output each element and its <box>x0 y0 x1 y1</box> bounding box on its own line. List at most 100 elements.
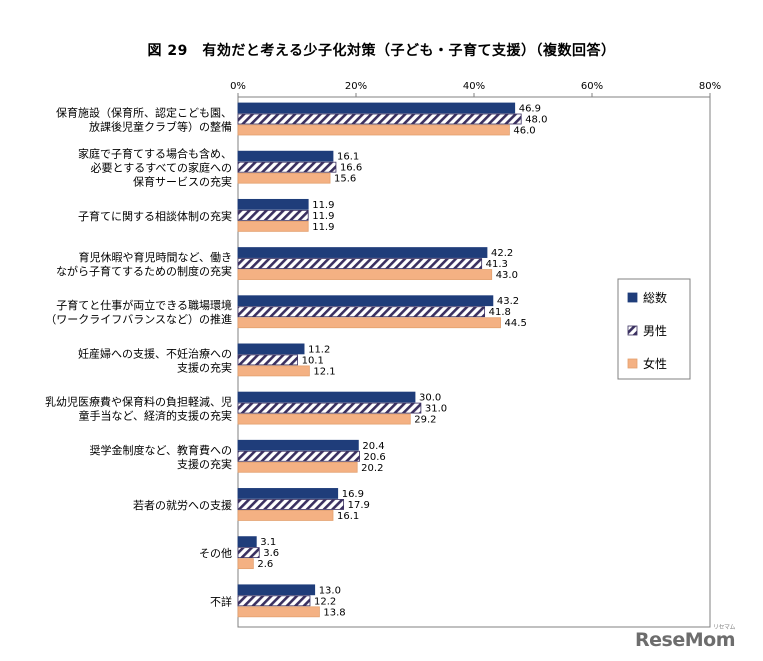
bar-女性 <box>237 606 320 618</box>
legend-label: 女性 <box>643 356 667 371</box>
category-label-line: 支援の充実 <box>177 457 232 471</box>
bar-女性 <box>237 220 309 232</box>
bar-女性 <box>237 413 411 425</box>
category-label-line: 奨学金制度など、教育費への <box>90 443 232 457</box>
watermark-text: ReseMom <box>635 629 735 651</box>
bar-男性 <box>237 306 486 318</box>
bar-男性 <box>237 595 311 607</box>
category-label-line: （ワークライフバランスなど）の推進 <box>45 312 232 326</box>
data-label: 20.6 <box>364 452 386 463</box>
category-label-line: 子育てに関する相談体制の充実 <box>78 209 232 223</box>
category-label-line: 保育サービスの充実 <box>133 175 232 189</box>
bar-男性 <box>237 354 298 366</box>
x-tick-label: 40% <box>463 81 485 92</box>
category-label: 保育施設（保育所、認定こども園、放課後児童クラブ等）の整備 <box>56 106 232 134</box>
bar-男性 <box>237 113 522 125</box>
data-label: 3.6 <box>263 548 279 559</box>
category-label-line: 童手当など、経済的支援の充実 <box>79 409 232 423</box>
bar-総数 <box>237 102 516 114</box>
x-tick-label: 60% <box>581 81 603 92</box>
watermark-subtext: リセマム <box>712 624 736 631</box>
bar-総数 <box>237 584 316 596</box>
legend-swatch-総数 <box>627 292 638 303</box>
bar-女性 <box>237 124 510 136</box>
x-tick-label: 80% <box>699 81 721 92</box>
data-label: 16.6 <box>340 163 362 174</box>
category-label-line: 不詳 <box>210 594 232 608</box>
bar-男性 <box>237 499 345 510</box>
bar-総数 <box>237 343 305 355</box>
data-label: 13.8 <box>323 607 345 618</box>
data-label: 11.9 <box>312 222 334 233</box>
watermark-logo: ReseMom リセマム <box>635 624 735 651</box>
data-label: 12.2 <box>314 596 336 607</box>
bar-総数 <box>237 536 257 548</box>
data-label: 16.1 <box>337 152 359 163</box>
data-label: 46.9 <box>519 104 541 115</box>
category-label-line: 乳幼児医療費や保育料の負担軽減、児 <box>45 395 232 409</box>
bar-総数 <box>237 295 494 307</box>
data-label: 11.9 <box>312 211 334 222</box>
data-label: 44.5 <box>505 318 527 329</box>
data-label: 12.1 <box>313 366 335 377</box>
data-label: 13.0 <box>319 585 341 596</box>
bar-女性 <box>237 365 310 377</box>
data-label: 46.0 <box>513 126 535 137</box>
bar-男性 <box>237 209 309 221</box>
x-tick-label: 0% <box>230 81 246 92</box>
bar-男性 <box>237 161 337 173</box>
data-label: 43.0 <box>496 270 518 281</box>
data-label: 20.4 <box>362 441 384 452</box>
bar-女性 <box>237 269 493 280</box>
category-label-line: 若者の就労への支援 <box>133 498 232 512</box>
bar-男性 <box>237 450 360 462</box>
data-label: 3.1 <box>260 537 276 548</box>
data-label: 20.2 <box>361 463 383 474</box>
data-label: 42.2 <box>491 248 513 259</box>
legend-swatch-男性 <box>627 325 638 336</box>
data-label: 11.2 <box>308 344 330 355</box>
data-label: 11.9 <box>312 200 334 211</box>
data-label: 31.0 <box>425 404 447 415</box>
x-tick-label: 20% <box>345 81 367 92</box>
chart-title: 図 29 有効だと考える少子化対策（子ども・子育て支援）（複数回答） <box>147 43 616 59</box>
data-label: 30.0 <box>419 393 441 404</box>
bar-総数 <box>237 150 334 162</box>
category-label: 不詳 <box>210 594 232 608</box>
data-label: 43.2 <box>497 296 519 307</box>
bar-男性 <box>237 258 483 269</box>
data-label: 29.2 <box>414 415 436 426</box>
bar-総数 <box>237 247 488 258</box>
category-label-line: その他 <box>199 547 232 560</box>
bar-総数 <box>237 198 309 210</box>
data-label: 15.6 <box>334 174 356 185</box>
data-label: 17.9 <box>348 500 370 511</box>
legend-label: 総数 <box>643 290 667 305</box>
bar-女性 <box>237 461 358 473</box>
bar-総数 <box>237 439 359 451</box>
category-label-line: ながら子育てするための制度の充実 <box>56 264 232 278</box>
category-label: 子育てに関する相談体制の充実 <box>78 209 232 223</box>
bar-男性 <box>237 547 260 559</box>
data-label: 16.1 <box>337 511 359 522</box>
bar-女性 <box>237 558 254 570</box>
category-label-line: 妊産婦への支援、不妊治療への <box>78 346 232 360</box>
data-label: 41.8 <box>489 307 511 318</box>
data-label: 48.0 <box>525 115 547 126</box>
bar-女性 <box>237 172 331 184</box>
category-label: 若者の就労への支援 <box>133 498 232 512</box>
category-label-line: 支援の充実 <box>177 360 232 374</box>
bar-男性 <box>237 402 422 414</box>
category-label-line: 育児休暇や育児時間など、働き <box>79 250 232 264</box>
category-label-line: 子育てと仕事が両立できる職場環境 <box>56 298 232 312</box>
category-label-line: 放課後児童クラブ等）の整備 <box>89 120 232 134</box>
data-label: 2.6 <box>257 559 273 570</box>
bar-女性 <box>237 317 501 329</box>
category-label: その他 <box>199 547 232 560</box>
